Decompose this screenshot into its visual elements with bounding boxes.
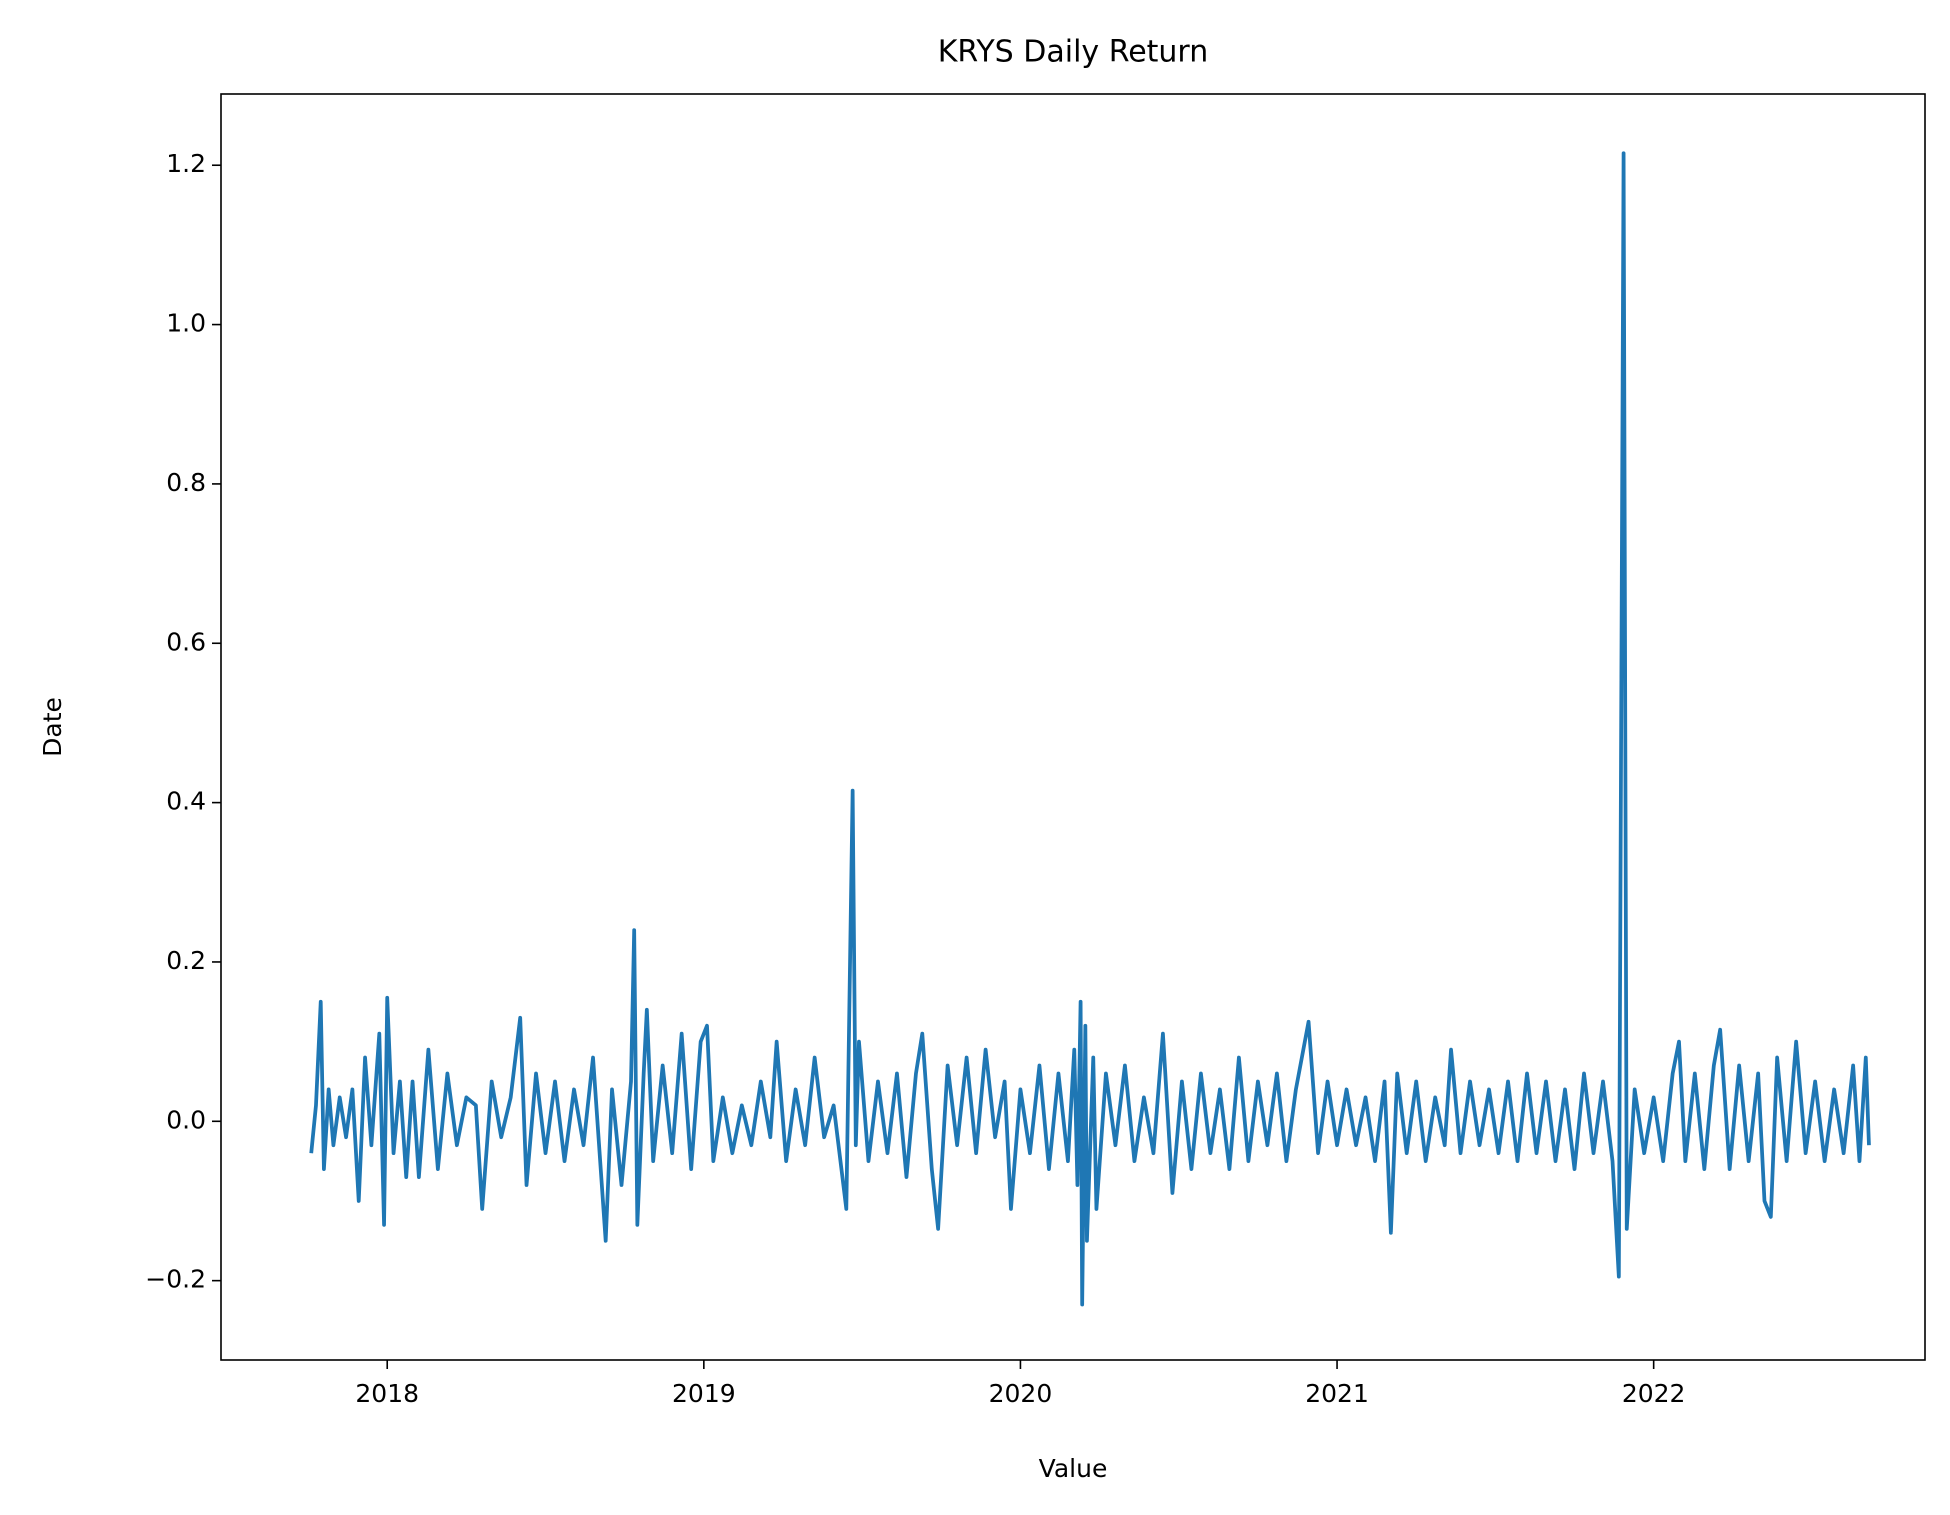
x-tick-label: 2020 (989, 1379, 1053, 1408)
y-tick-label: 1.2 (166, 149, 206, 178)
y-tick-label: −0.2 (145, 1265, 206, 1294)
x-tick-label: 2018 (355, 1379, 419, 1408)
y-tick-label: 0.6 (166, 627, 206, 656)
y-tick-label: 0.0 (166, 1105, 206, 1134)
line-series (309, 151, 1871, 1307)
plot-frame (220, 93, 1926, 1361)
x-axis-label: Value (1039, 1454, 1108, 1483)
y-tick-label: 0.8 (166, 468, 206, 497)
x-tick-label: 2022 (1622, 1379, 1686, 1408)
chart-title: KRYS Daily Return (938, 35, 1209, 70)
x-tick-label: 2021 (1305, 1379, 1369, 1408)
x-tick-label: 2019 (672, 1379, 736, 1408)
y-tick-label: 0.4 (166, 787, 206, 816)
y-tick-label: 1.0 (166, 309, 206, 338)
y-tick-label: 0.2 (166, 946, 206, 975)
y-axis-label: Date (38, 697, 67, 757)
